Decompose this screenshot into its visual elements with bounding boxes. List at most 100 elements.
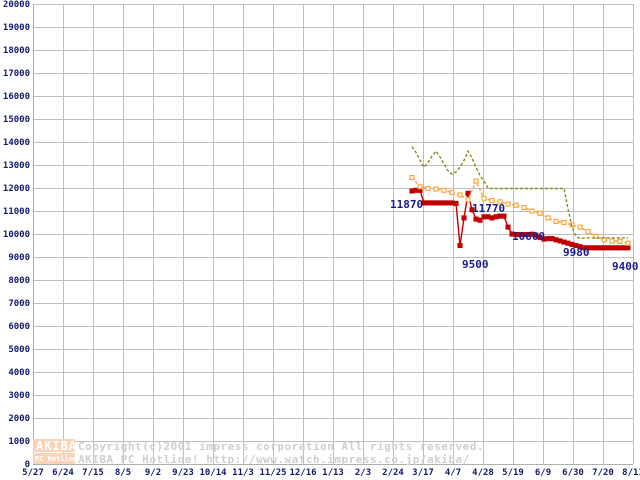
series-marker-lowest-price [601,245,607,251]
x-axis-tick-label: 5/19 [502,468,524,478]
y-axis-tick-label: 18000 [3,46,30,56]
series-marker-lowest-price [449,200,455,206]
akiba-logo: AKIBA PC Hotline! [33,439,81,464]
y-axis-tick-label: 19000 [3,23,30,33]
series-marker-lowest-price [481,214,487,220]
series-marker-lowest-price [617,245,623,251]
series-line-average-price [411,177,629,244]
series-marker-average-price [529,208,535,214]
series-marker-lowest-price [477,217,483,223]
series-marker-lowest-price [441,200,447,206]
y-axis-tick-label: 5000 [8,345,30,355]
x-axis-tick-label: 11/3 [232,468,254,478]
y-axis-tick-label: 20000 [3,0,30,10]
y-axis-tick-label: 14000 [3,138,30,148]
series-marker-lowest-price [621,245,627,251]
series-marker-lowest-price [429,200,435,206]
series-marker-average-price [497,199,503,205]
series-marker-average-price [417,184,423,190]
series-marker-average-price [593,233,599,239]
series-marker-lowest-price [465,190,471,196]
series-marker-lowest-price [493,214,499,220]
x-axis-tick-label: 2/3 [355,468,371,478]
logo-badge-bottom [33,453,75,464]
data-value-label: 10600 [512,230,545,243]
series-marker-average-price [481,195,487,201]
y-axis-tick-label: 9000 [8,253,30,263]
y-axis-tick-label: 4000 [8,368,30,378]
data-value-label: 9500 [462,258,489,271]
x-axis-tick-label: 2/24 [382,468,404,478]
series-marker-average-price [617,238,623,244]
series-marker-lowest-price [501,213,507,219]
series-layer [409,146,631,251]
y-axis-tick-label: 17000 [3,69,30,79]
series-marker-average-price [553,218,559,224]
series-marker-lowest-price [485,214,491,220]
watermark-copyright: Copyright(c)2001 impress corporation All… [78,440,484,453]
series-marker-average-price [465,196,471,203]
y-axis-tick-label: 7000 [8,299,30,309]
logo-badge-top [33,439,75,452]
series-marker-lowest-price [413,187,419,193]
series-marker-lowest-price [433,200,439,206]
series-marker-average-price [585,229,591,235]
series-marker-lowest-price [437,200,443,206]
series-marker-lowest-price [461,215,467,221]
series-marker-lowest-price [561,239,567,245]
series-line-highest-price [411,146,628,240]
data-value-label: 11770 [472,202,505,215]
series-marker-average-price [449,190,455,196]
series-marker-lowest-price [473,216,479,222]
logo-subtitle: PC Hotline! [35,455,81,463]
series-marker-lowest-price [597,245,603,251]
series-marker-average-price [489,198,495,204]
y-axis-tick-label: 12000 [3,184,30,194]
series-marker-average-price [545,215,551,221]
grid-layer [33,4,634,465]
data-value-label: 11870 [390,198,423,211]
series-marker-average-price [513,202,519,208]
y-axis-tick-label: 3000 [8,391,30,401]
x-axis-tick-label: 12/16 [289,468,316,478]
y-axis-tick-label: 0 [25,460,30,470]
x-axis-tick-label: 8/5 [115,468,131,478]
series-marker-lowest-price [549,236,555,242]
y-axis-tick-label: 6000 [8,322,30,332]
series-marker-lowest-price [457,242,463,249]
y-axis-tick-label: 13000 [3,161,30,171]
watermark-url: AKIBA PC Hotline! http://www.watch.impre… [78,453,470,466]
series-marker-lowest-price [625,245,631,251]
series-marker-average-price [441,187,447,193]
x-axis-labels: 5/27 6/24 7/15 8/5 9/2 9/23 10/14 11/3 11/25 12/1… [22,468,640,478]
y-axis-tick-label: 8000 [8,276,30,286]
series-marker-average-price [409,175,415,181]
x-axis-tick-label: 7/20 [592,468,614,478]
x-axis-tick-label: 5/27 [22,468,44,478]
series-marker-average-price [433,186,439,192]
data-value-label: 9400 [612,260,639,273]
series-marker-lowest-price [553,237,559,243]
series-marker-average-price [577,224,583,230]
series-marker-average-price [425,185,431,192]
series-marker-lowest-price [613,245,619,251]
x-axis-tick-label: 6/24 [52,468,74,478]
y-axis-tick-label: 16000 [3,92,30,102]
series-marker-average-price [457,192,463,198]
y-axis-tick-label: 1000 [8,437,30,447]
series-marker-lowest-price [589,245,595,251]
y-axis-tick-label: 11000 [3,207,30,217]
logo-title: AKIBA [36,439,77,453]
x-axis-tick-label: 9/23 [172,468,194,478]
x-axis-tick-label: 6/30 [562,468,584,478]
series-marker-lowest-price [545,236,551,242]
series-marker-lowest-price [505,224,511,230]
x-axis-tick-label: 10/14 [199,468,227,478]
x-axis-tick-label: 9/2 [145,468,161,478]
series-marker-average-price [521,205,527,211]
x-axis-tick-label: 8/11 [622,468,640,478]
series-marker-lowest-price [445,200,451,206]
x-axis-tick-label: 4/7 [445,468,461,478]
